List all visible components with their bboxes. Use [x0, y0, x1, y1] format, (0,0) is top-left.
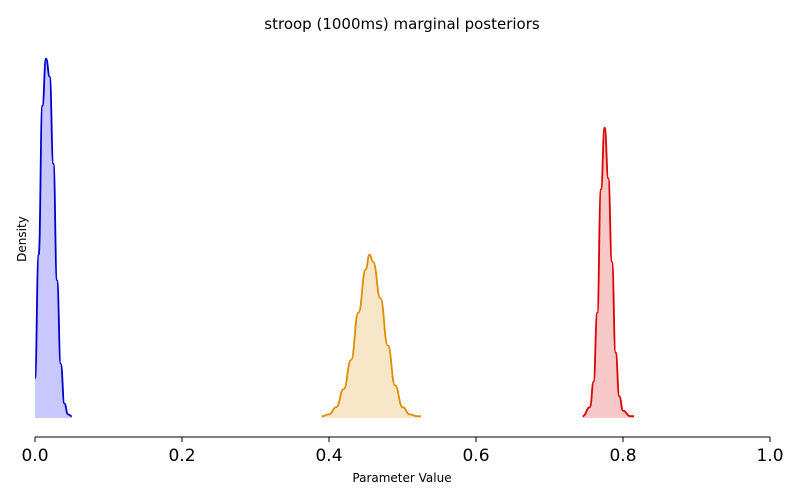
density-area-2	[321, 254, 421, 418]
y-axis-label: Density	[15, 216, 29, 262]
density-area-3	[582, 127, 634, 418]
density-line-2	[321, 253, 421, 418]
plot-area	[34, 57, 634, 418]
density-line-3	[582, 126, 634, 418]
x-tick-label: 0.2	[168, 446, 195, 466]
x-axis-ticks: 0.0 0.2 0.4 0.6 0.8 1.0	[21, 437, 784, 466]
density-area-1	[35, 58, 72, 418]
x-tick-label: 0.6	[462, 446, 489, 466]
x-tick-label: 0.4	[315, 446, 342, 466]
x-tick-label: 1.0	[756, 446, 783, 466]
x-axis-label: Parameter Value	[352, 471, 451, 485]
chart-title: stroop (1000ms) marginal posteriors	[264, 15, 540, 33]
x-tick-label: 0.0	[21, 446, 48, 466]
x-tick-label: 0.8	[609, 446, 636, 466]
density-line-1	[34, 57, 72, 418]
